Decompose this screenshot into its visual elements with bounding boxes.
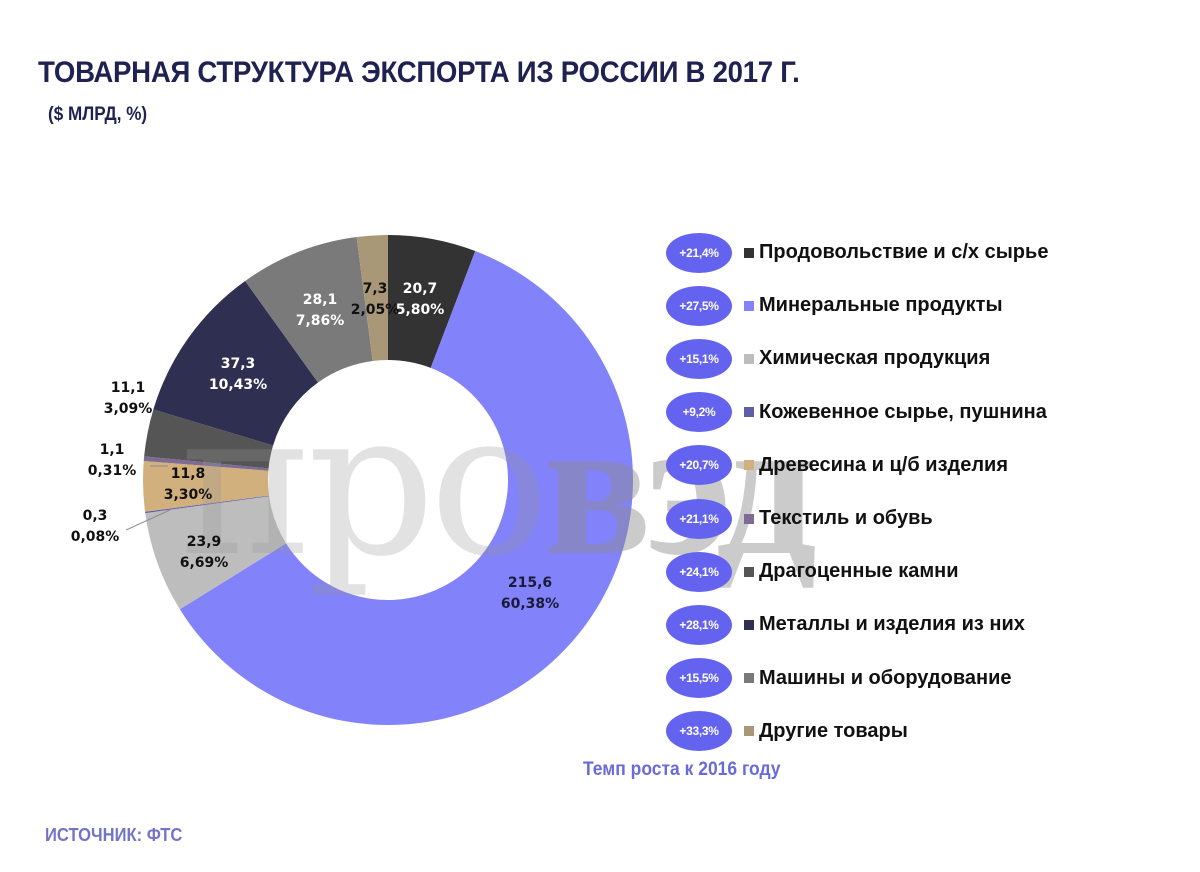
label-wood: 11,8 3,30% — [163, 466, 213, 503]
legend: +21,4% Продовольствие и с/х сырье +27,5%… — [666, 226, 1048, 758]
growth-badge: +21,1% — [666, 498, 732, 539]
legend-label: Текстиль и обувь — [759, 507, 933, 530]
legend-label: Продовольствие и с/х сырье — [759, 241, 1049, 264]
donut-slice — [153, 280, 319, 446]
legend-label: Драгоценные камни — [759, 560, 959, 583]
source-note: ИСТОЧНИК: ФТС — [45, 825, 183, 845]
chart-title: ТОВАРНАЯ СТРУКТУРА ЭКСПОРТА ИЗ РОССИИ В … — [38, 56, 800, 89]
donut-slice — [143, 456, 269, 471]
label-leather: 0,3 0,08% — [70, 508, 120, 545]
donut-slice — [145, 496, 287, 610]
legend-label: Древесина и ц/б изделия — [759, 453, 1008, 476]
donut-slice — [245, 237, 373, 383]
legend-item-gems: +24,1% Драгоценные камни — [666, 545, 1048, 598]
donut-slice — [144, 409, 274, 469]
chart-subtitle: ($ МЛРД, %) — [48, 104, 148, 125]
label-textile: 1,1 0,31% — [87, 442, 137, 479]
growth-badge: +28,1% — [666, 604, 732, 645]
swatch-icon — [744, 726, 754, 737]
swatch-icon — [744, 513, 754, 524]
label-mineral: 215,6 60,38% — [500, 575, 560, 612]
label-other: 7,3 2,05% — [350, 281, 400, 318]
legend-item-textile: +21,1% Текстиль и обувь — [666, 492, 1048, 545]
legend-item-chemical: +15,1% Химическая продукция — [666, 332, 1048, 385]
growth-badge: +27,5% — [666, 285, 732, 326]
swatch-icon — [744, 673, 754, 684]
legend-label: Другие товары — [759, 719, 908, 742]
legend-item-metals: +28,1% Металлы и изделия из них — [666, 598, 1048, 651]
growth-badge: +9,2% — [666, 392, 732, 433]
label-food: 20,7 5,80% — [395, 281, 445, 318]
legend-label: Минеральные продукты — [759, 294, 1003, 317]
swatch-icon — [744, 566, 754, 577]
legend-label: Металлы и изделия из них — [759, 613, 1025, 636]
growth-badge: +20,7% — [666, 445, 732, 486]
leader-line — [125, 509, 171, 531]
growth-note: Темп роста к 2016 году — [583, 759, 781, 780]
growth-badge: +33,3% — [666, 711, 732, 752]
legend-item-leather: +9,2% Кожевенное сырье, пушнина — [666, 386, 1048, 439]
growth-badge: +15,5% — [666, 658, 732, 699]
donut-slice — [388, 235, 476, 368]
legend-item-wood: +20,7% Древесина и ц/б изделия — [666, 439, 1048, 492]
swatch-icon — [744, 353, 754, 364]
swatch-icon — [744, 619, 754, 630]
growth-badge: +15,1% — [666, 338, 732, 379]
swatch-icon — [744, 247, 754, 258]
legend-label: Химическая продукция — [759, 347, 991, 370]
donut-slice — [143, 461, 270, 512]
swatch-icon — [744, 407, 754, 418]
donut-slice — [356, 235, 388, 361]
swatch-icon — [744, 300, 754, 311]
label-metals: 37,3 10,43% — [208, 356, 268, 393]
legend-item-other: +33,3% Другие товары — [666, 705, 1048, 758]
legend-label: Кожевенное сырье, пушнина — [759, 400, 1047, 423]
legend-item-machinery: +15,5% Машины и оборудование — [666, 652, 1048, 705]
growth-badge: +24,1% — [666, 551, 732, 592]
donut-slice — [145, 495, 270, 514]
legend-item-food: +21,4% Продовольствие и с/х сырье — [666, 226, 1048, 279]
label-machinery: 28,1 7,86% — [295, 292, 345, 329]
swatch-icon — [744, 460, 754, 471]
legend-item-mineral: +27,5% Минеральные продукты — [666, 279, 1048, 332]
growth-badge: +21,4% — [666, 232, 732, 273]
donut-slice — [179, 251, 633, 726]
legend-label: Машины и оборудование — [759, 666, 1012, 689]
label-gems: 11,1 3,09% — [103, 380, 153, 417]
label-chemical: 23,9 6,69% — [179, 534, 229, 571]
